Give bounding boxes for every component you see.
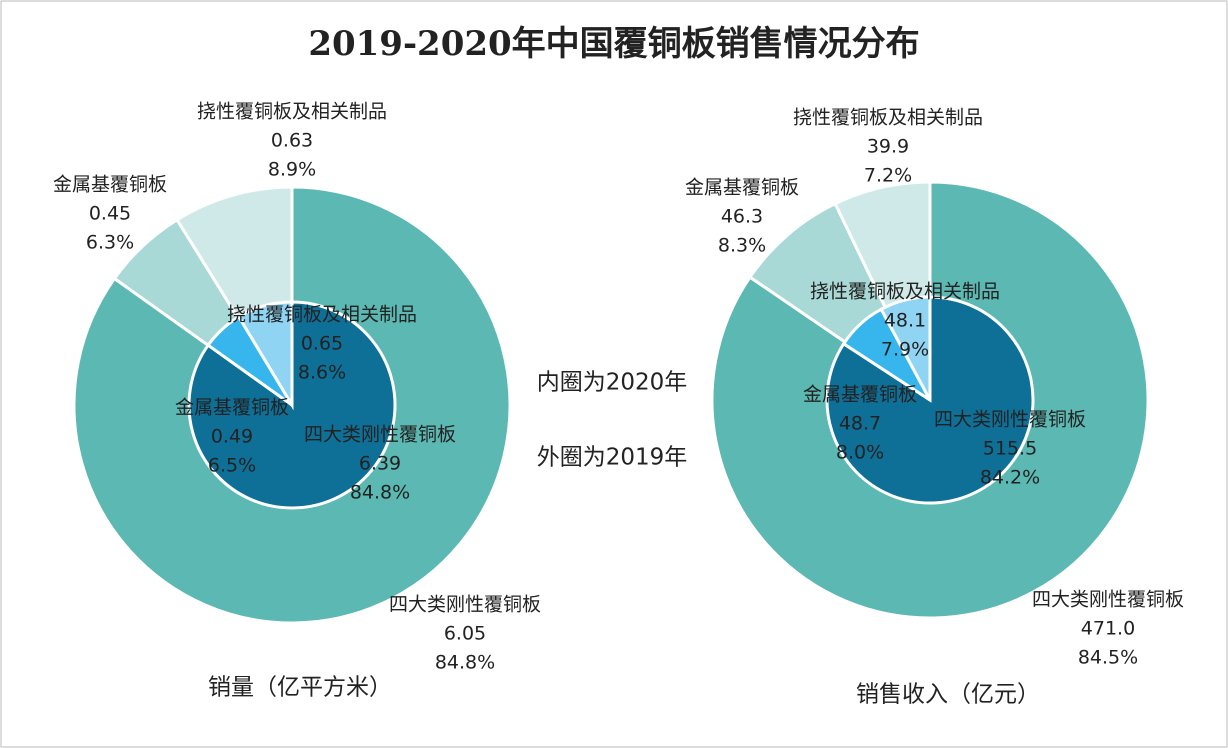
share-label: 7.2%: [864, 165, 912, 187]
main-title: 2019-2020年中国覆铜板销售情况分布: [308, 24, 919, 64]
value-label: 0.63: [271, 130, 313, 152]
value-label: 6.05: [444, 623, 486, 645]
share-label: 8.3%: [718, 235, 766, 257]
chart-title: 销售收入（亿元）: [856, 682, 1040, 708]
share-label: 8.6%: [298, 362, 346, 384]
value-label: 48.7: [839, 413, 881, 435]
share-label: 84.8%: [435, 652, 495, 674]
pie-slice: [236, 300, 294, 411]
value-label: 6.39: [359, 453, 401, 475]
slice-label: 挠性覆铜板及相关制品: [197, 101, 387, 123]
pie-slice: [825, 295, 1035, 505]
share-label: 6.3%: [86, 232, 134, 254]
slice-label: 四大类刚性覆铜板: [304, 424, 456, 446]
value-label: 46.3: [721, 206, 763, 228]
share-label: 84.8%: [350, 482, 410, 504]
value-label: 0.49: [211, 426, 253, 448]
annotation: 内圈为2020年: [537, 370, 688, 396]
slice-label: 挠性覆铜板及相关制品: [793, 107, 983, 129]
value-label: 48.1: [884, 310, 926, 332]
annotation: 外圈为2019年: [537, 445, 688, 471]
share-label: 84.2%: [980, 467, 1040, 489]
slice-label: 四大类刚性覆铜板: [1032, 589, 1184, 611]
slice-label: 四大类刚性覆铜板: [934, 409, 1086, 431]
slice-label: 金属基覆铜板: [685, 177, 799, 199]
value-label: 0.65: [301, 333, 343, 355]
value-label: 39.9: [867, 136, 909, 158]
slice-label: 金属基覆铜板: [803, 384, 917, 406]
share-label: 6.5%: [208, 455, 256, 477]
slice-label: 金属基覆铜板: [175, 397, 289, 419]
share-label: 7.9%: [881, 339, 929, 361]
chart-title: 销量（亿平方米）: [208, 675, 392, 701]
slice-label: 挠性覆铜板及相关制品: [810, 281, 1000, 303]
value-label: 0.45: [89, 203, 131, 225]
share-label: 8.9%: [268, 159, 316, 181]
slice-label: 四大类刚性覆铜板: [389, 594, 541, 616]
value-label: 471.0: [1081, 618, 1135, 640]
slice-label: 挠性覆铜板及相关制品: [227, 304, 417, 326]
share-label: 84.5%: [1078, 647, 1138, 669]
pie-slice: [879, 295, 932, 401]
value-label: 515.5: [983, 438, 1037, 460]
slice-label: 金属基覆铜板: [53, 174, 167, 196]
share-label: 8.0%: [836, 442, 884, 464]
